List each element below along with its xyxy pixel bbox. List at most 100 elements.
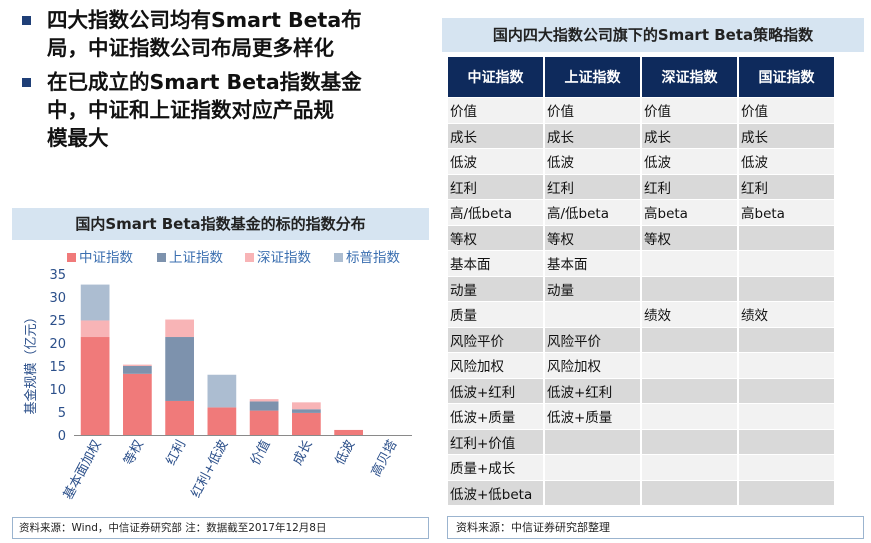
table-cell: 低波+红利: [448, 378, 543, 403]
table-header-cell: 国证指数: [739, 57, 834, 97]
table-cell: 高beta: [739, 200, 834, 225]
table-cell: 成长: [448, 123, 543, 148]
table-row: 低波+红利 低波+红利: [448, 378, 834, 403]
table-cell: 价值: [448, 98, 543, 123]
table-cell: 低波+质量: [448, 404, 543, 429]
table-cell: [739, 251, 834, 276]
table-cell: 动量: [545, 276, 640, 301]
table-cell: [642, 429, 737, 454]
table-row: 动量 动量: [448, 276, 834, 301]
table-row: 低波+质量 低波+质量: [448, 404, 834, 429]
table-row: 质量+成长: [448, 455, 834, 480]
legend-swatch: [67, 253, 76, 262]
table-row: 风险加权 风险加权: [448, 353, 834, 378]
table-cell: [739, 353, 834, 378]
table-header-cell: 上证指数: [545, 57, 640, 97]
table-cell: 低波+红利: [545, 378, 640, 403]
bullet-item: 在已成立的Smart Beta指数基金 中，中证和上证指数对应产品规 模最大: [20, 68, 430, 152]
bar-segment: [123, 364, 152, 366]
bullet-item: 四大指数公司均有Smart Beta布 局，中证指数公司布局更多样化: [20, 6, 430, 62]
table-cell: [739, 404, 834, 429]
table-cell: [739, 276, 834, 301]
bar-segment: [80, 320, 110, 338]
table-cell: [642, 327, 737, 352]
table-cell: 低波: [739, 149, 834, 174]
y-tick-label: 25: [49, 314, 66, 329]
table-cell: 红利: [448, 174, 543, 199]
table-row: 质量 绩效 绩效: [448, 302, 834, 327]
legend-swatch: [245, 253, 254, 262]
x-tick-label: 红利: [163, 437, 189, 467]
bar-segment: [123, 373, 152, 435]
table-cell: [739, 455, 834, 480]
table-cell: [545, 429, 640, 454]
table-cell: 高/低beta: [448, 200, 543, 225]
table-cell: 基本面: [448, 251, 543, 276]
legend-swatch: [334, 253, 343, 262]
table-cell: 低波: [545, 149, 640, 174]
table-cell: 低波+质量: [545, 404, 640, 429]
bar-segment: [292, 409, 321, 413]
bar-segment: [292, 412, 321, 435]
table-cell: 成长: [739, 123, 834, 148]
x-tick-label: 成长: [290, 438, 315, 468]
table-cell: [642, 276, 737, 301]
bullet-square-icon: [22, 16, 31, 25]
chart-source-note: 资料来源：Wind，中信证券研究部 注：数据截至2017年12月8日: [12, 517, 429, 539]
bullet-text: 四大指数公司均有Smart Beta布 局，中证指数公司布局更多样化: [47, 6, 362, 62]
strategy-index-table: 中证指数 上证指数 深证指数 国证指数 价值 价值 价值 价值 成长 成长 成长 成长 低波 低波 低波低…: [446, 56, 836, 506]
table-cell: 价值: [545, 98, 640, 123]
bullet-line: 模最大: [47, 126, 109, 150]
table-cell: 价值: [642, 98, 737, 123]
table-cell: 风险加权: [448, 353, 543, 378]
table-cell: 成长: [545, 123, 640, 148]
table-cell: [642, 480, 737, 505]
bar-segment: [80, 337, 110, 435]
bar-segment: [249, 410, 279, 435]
x-tick-label: 红利+低波: [188, 437, 232, 500]
chart-title: 国内Smart Beta指数基金的标的指数分布: [12, 208, 429, 240]
table-cell: 成长: [642, 123, 737, 148]
table-cell: [739, 480, 834, 505]
table-cell: [642, 378, 737, 403]
table-cell: 红利: [642, 174, 737, 199]
table-row: 红利 红利 红利 红利: [448, 174, 834, 199]
bar-segment: [123, 366, 152, 374]
bar-segment: [207, 374, 237, 408]
x-tick-label: 低波: [333, 438, 358, 468]
y-tick-label: 30: [49, 291, 66, 306]
table-cell: [545, 302, 640, 327]
table-cell: 低波: [642, 149, 737, 174]
y-tick-label: 0: [58, 429, 66, 444]
bar-segment: [207, 407, 237, 435]
bullet-line: 局，中证指数公司布局更多样化: [47, 36, 334, 60]
bullet-list: 四大指数公司均有Smart Beta布 局，中证指数公司布局更多样化 在已成立的…: [20, 6, 430, 158]
table-cell: 低波: [448, 149, 543, 174]
bullet-line: 四大指数公司均有Smart Beta布: [47, 8, 362, 32]
y-tick-label: 10: [49, 383, 66, 398]
table-cell: [642, 455, 737, 480]
y-axis-label: 基金规模（亿元）: [23, 310, 39, 414]
table-cell: 等权: [448, 225, 543, 250]
table-cell: 高/低beta: [545, 200, 640, 225]
table-cell: 基本面: [545, 251, 640, 276]
table-cell: 绩效: [642, 302, 737, 327]
table-header-row: 中证指数 上证指数 深证指数 国证指数: [448, 57, 834, 97]
table-source-note: 资料来源：中信证券研究部整理: [447, 516, 864, 539]
table-row: 高/低beta 高/低beta 高beta 高beta: [448, 200, 834, 225]
y-tick-label: 5: [58, 406, 66, 421]
legend-label: 中证指数: [79, 250, 133, 266]
table-cell: [739, 327, 834, 352]
table-header-cell: 深证指数: [642, 57, 737, 97]
x-tick-label: 高贝塔: [368, 437, 400, 479]
table-row: 低波 低波 低波 低波: [448, 149, 834, 174]
table-cell: 绩效: [739, 302, 834, 327]
bullet-text: 在已成立的Smart Beta指数基金 中，中证和上证指数对应产品规 模最大: [47, 68, 362, 152]
table-cell: 质量+成长: [448, 455, 543, 480]
legend-label: 标普指数: [346, 250, 400, 266]
table-cell: [739, 225, 834, 250]
table-title: 国内四大指数公司旗下的Smart Beta策略指数: [442, 18, 864, 52]
table-row: 低波+低beta: [448, 480, 834, 505]
y-tick-label: 35: [49, 268, 66, 283]
table-row: 价值 价值 价值 价值: [448, 98, 834, 123]
